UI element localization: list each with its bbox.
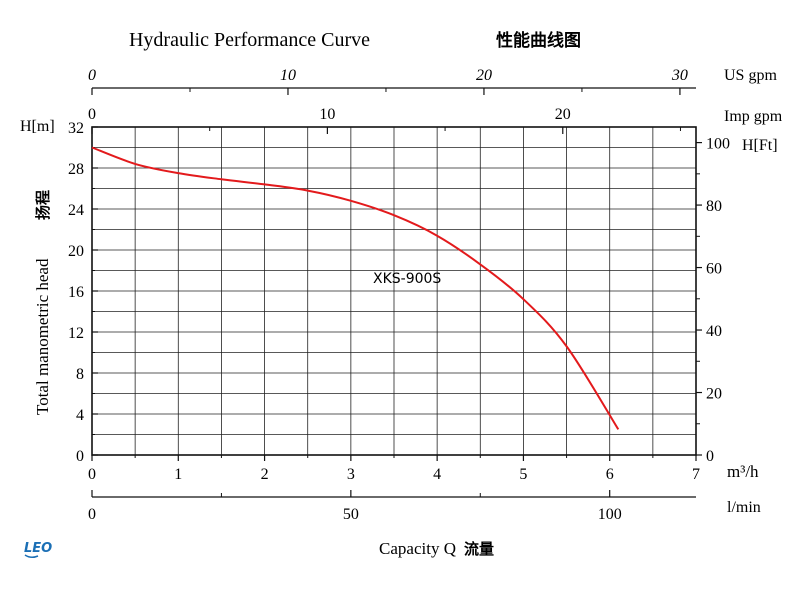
lmin-tick-label: 0	[88, 506, 96, 523]
usgpm-tick-label: 20	[476, 67, 492, 84]
y-tick-label: 16	[68, 284, 84, 301]
usgpm-tick-label: 30	[671, 67, 688, 84]
chart-title: Hydraulic Performance Curve	[129, 29, 370, 51]
y-tick-label: 4	[76, 407, 84, 424]
ft-tick-label: 0	[706, 448, 714, 465]
y-tick-label: 20	[68, 243, 84, 260]
ft-tick-label: 20	[706, 386, 722, 403]
chart-title-cn: 性能曲线图	[496, 30, 581, 51]
x-tick-label: 2	[261, 466, 269, 483]
model-annotation: XKS-900S	[373, 271, 441, 287]
ft-tick-label: 80	[706, 198, 722, 215]
y-tick-label: 8	[76, 366, 84, 383]
x-unit-label: m³/h	[727, 462, 759, 481]
x-tick-label: 1	[174, 466, 182, 483]
grid	[92, 127, 696, 455]
y-axis-title-cn: 扬程	[34, 190, 52, 220]
x-tick-label: 0	[88, 466, 96, 483]
y-tick-label: 28	[68, 161, 84, 178]
x-axis-title: Capacity Q	[379, 539, 456, 558]
lmin-unit-label: l/min	[727, 499, 761, 516]
usgpm-tick-label: 0	[88, 67, 96, 84]
y-tick-label: 24	[68, 202, 84, 219]
y-tick-label: 12	[68, 325, 84, 342]
impgpm-tick-label: 10	[319, 106, 335, 123]
x-tick-label: 6	[606, 466, 614, 483]
series-line	[91, 146, 620, 430]
logo-swoosh-icon	[24, 554, 39, 559]
y-tick-label: 32	[68, 120, 84, 137]
usgpm-tick-label: 10	[280, 67, 296, 84]
impgpm-unit-label: Imp gpm	[724, 108, 783, 125]
lmin-tick-label: 50	[343, 506, 359, 523]
ft-tick-label: 60	[706, 261, 722, 278]
y-axis-title: Total manometric head	[33, 258, 52, 415]
impgpm-tick-label: 20	[555, 106, 571, 123]
impgpm-tick-label: 0	[88, 106, 96, 123]
y-tick-label: 0	[76, 448, 84, 465]
x-tick-label: 3	[347, 466, 355, 483]
x-axis-title-cn: 流量	[464, 540, 494, 558]
series-layer	[91, 146, 620, 430]
usgpm-unit-label: US gpm	[724, 67, 777, 84]
ft-tick-label: 100	[706, 136, 730, 153]
ft-unit-label: H[Ft]	[742, 137, 778, 154]
lmin-tick-label: 100	[598, 506, 622, 523]
y-unit-label: H[m]	[20, 118, 55, 135]
logo-text: LEO	[24, 541, 52, 556]
ft-tick-label: 40	[706, 323, 722, 340]
x-tick-label: 4	[433, 466, 441, 483]
x-tick-label: 5	[519, 466, 527, 483]
leo-logo: LEO	[24, 541, 52, 559]
x-tick-label: 7	[692, 466, 700, 483]
